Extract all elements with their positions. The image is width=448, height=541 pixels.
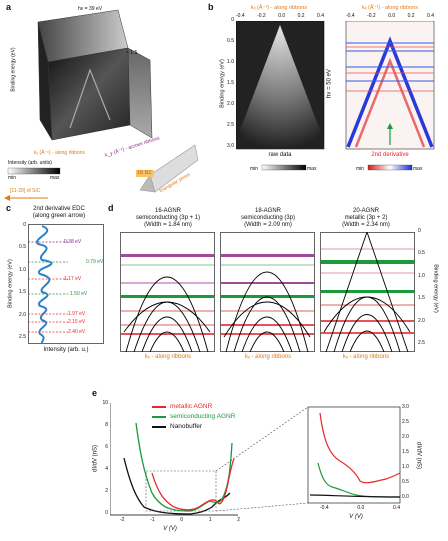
d-title-0: 16-AGNR semiconducting (3p + 1) (Width = 1… (135, 208, 201, 228)
c-y-ticks: 0 0.5 1.0 1.5 2.0 2.5 (19, 222, 26, 340)
panel-e-label: e (92, 388, 98, 398)
b-cb-min-left: min (250, 166, 259, 172)
e-legend: metallic AGNR semiconducting AGNR Nanobu… (152, 402, 235, 432)
e-x-label: V (V) (163, 526, 177, 532)
a-kx-label: kₓ (Å⁻¹) - along ribbons (34, 150, 85, 156)
c-title-2: (along green arrow) (32, 213, 86, 219)
derivative-label: 2nd derivative (371, 152, 409, 158)
e-x-ticks: -2 -1 0 1 2 (120, 517, 240, 523)
c-x-label: Intensity (arb. u.) (43, 347, 89, 353)
panel-c-figure (28, 224, 104, 344)
inset-y-label: dI/dV (nS) (415, 441, 422, 469)
panel-a-figure (4, 9, 199, 201)
a-bz-label: 1D BZ (137, 170, 152, 176)
d-title-2: 20-AGNR metallic (3p + 2) (Width = 2.34 nm… (342, 208, 390, 228)
c-peak-2: 1.17 eV (64, 276, 82, 282)
a-cb-max: max (50, 175, 60, 181)
a-sic-label: [11-20] of SiC (10, 188, 41, 194)
c-peak-3: 1.50 eV (70, 291, 88, 297)
inset-x-label: V (V) (349, 514, 363, 520)
c-peak-1: 0.79 eV (86, 259, 104, 265)
b-hv-label: hν = 50 eV (326, 69, 333, 98)
b-top-axis-right: kₓ (Å⁻¹) - along ribbons (361, 5, 419, 11)
b-top-axis-left: kₓ (Å⁻¹) - along ribbons (250, 5, 308, 11)
panel-b-label: b (208, 2, 214, 12)
d-x-label-1: kₓ - along ribbons (244, 354, 292, 360)
a-cb-min: min (8, 175, 17, 181)
e-y-ticks: 10 8 6 4 2 0 (102, 400, 108, 516)
panel-e-figure (110, 403, 401, 516)
b-top-ticks-left: -0.4 -0.2 0.0 0.2 0.4 (236, 13, 324, 19)
c-peak-0: 0.38 eV (64, 239, 82, 245)
c-y-label: Binding energy (eV) (7, 259, 14, 308)
scale-label: × 1.5 (126, 50, 138, 56)
legend-item-metallic: metallic AGNR (152, 402, 235, 412)
legend-item-semiconducting: semiconducting AGNR (152, 412, 235, 422)
panel-b-figure (236, 21, 435, 171)
b-y-ticks: 0 0.5 1.0 1.5 2.0 2.5 3.0 (227, 17, 234, 149)
c-peak-5: 2.15 eV (68, 319, 86, 325)
inset-x-ticks: -0.4 0.0 0.4 (320, 505, 400, 511)
d-x-label-0: kₓ - along ribbons (144, 354, 192, 360)
b-top-ticks-right: -0.4 -0.2 0.0 0.2 0.4 (346, 13, 434, 19)
c-title-1: 2nd derivative EDC (33, 206, 85, 212)
inset-y-ticks: 3.0 2.5 2.0 1.5 1.0 0.5 0.0 (402, 404, 409, 500)
d-y-ticks: 0 0.5 1.0 1.5 2.0 2.5 (418, 228, 425, 346)
b-cb-max-right: max (413, 166, 423, 172)
d-title-1: 18-AGNR semiconducting (3p) (Width = 2.09 … (240, 208, 296, 228)
c-peak-4: 1.97 eV (68, 311, 86, 317)
panel-d-figure (120, 232, 415, 352)
panel-d-label: d (108, 203, 114, 213)
d-y-label: Binding energy (eV) (432, 264, 439, 313)
d-x-label-2: kₓ - along ribbons (342, 354, 390, 360)
panel-c-label: c (6, 203, 12, 213)
c-peak-6: 2.40 eV (68, 329, 86, 335)
a-colorbar-label: Intensity (arb. units) (8, 160, 52, 166)
b-cb-min-right: min (356, 166, 365, 172)
e-y-label: dI/dV (nS) (92, 445, 99, 473)
legend-item-nanobuffer: Nanobuffer (152, 422, 235, 432)
a-y-label: Binding energy (eV) (10, 47, 17, 92)
panel-a-label: a (6, 2, 12, 12)
b-cb-max-left: max (307, 166, 317, 172)
hv-label-a: hν = 39 eV (78, 6, 103, 12)
raw-data-label: raw data (268, 152, 292, 158)
